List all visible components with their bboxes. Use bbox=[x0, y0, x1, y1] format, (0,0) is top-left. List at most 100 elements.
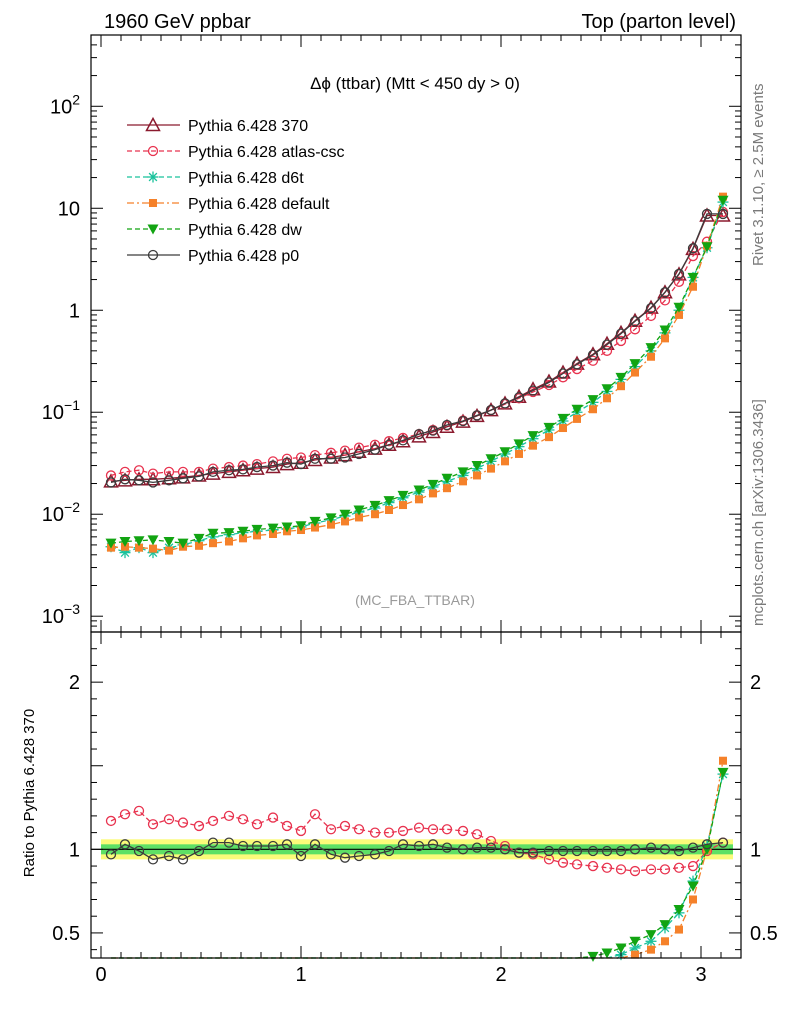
main-point bbox=[325, 447, 337, 458]
main-point bbox=[441, 473, 453, 484]
ratio-point bbox=[587, 951, 599, 962]
main-point bbox=[473, 471, 481, 480]
main-point bbox=[223, 528, 235, 539]
ratio-y-tick-label-right: 2 bbox=[750, 672, 761, 694]
main-y-tick-label: 1 bbox=[69, 300, 80, 322]
main-point bbox=[673, 276, 685, 287]
main-point bbox=[341, 517, 349, 526]
ratio-point bbox=[295, 850, 307, 862]
main-point bbox=[543, 422, 555, 433]
main-point bbox=[163, 475, 175, 486]
ratio-point bbox=[673, 905, 685, 916]
main-point bbox=[269, 529, 277, 538]
main-point bbox=[383, 439, 395, 450]
ratio-y-tick-label: 0.5 bbox=[52, 923, 80, 945]
main-point bbox=[587, 349, 599, 361]
main-y-tick-label: 10−1 bbox=[42, 397, 80, 424]
main-point bbox=[177, 538, 189, 549]
main-point bbox=[295, 452, 307, 463]
ratio-point bbox=[499, 840, 511, 852]
main-point bbox=[237, 526, 249, 537]
main-point bbox=[133, 475, 145, 486]
legend-label: Pythia 6.428 atlas-csc bbox=[188, 144, 345, 161]
main-point bbox=[133, 465, 145, 476]
main-point bbox=[353, 505, 365, 516]
main-point bbox=[325, 453, 337, 464]
ratio-point bbox=[571, 845, 583, 857]
ratio-point bbox=[673, 862, 685, 873]
main-point bbox=[353, 448, 365, 460]
ratio-point bbox=[673, 845, 685, 857]
ratio-point bbox=[369, 827, 381, 838]
ratio-point bbox=[223, 837, 235, 848]
ratio-point bbox=[457, 825, 469, 837]
ratio-point bbox=[587, 860, 599, 872]
ratio-point bbox=[687, 860, 699, 872]
main-series-4 bbox=[105, 195, 729, 549]
main-point bbox=[601, 339, 613, 350]
main-point bbox=[499, 398, 511, 409]
ratio-point bbox=[193, 845, 205, 857]
legend-label: Pythia 6.428 370 bbox=[188, 118, 308, 135]
main-point bbox=[513, 439, 525, 450]
ratio-point bbox=[615, 943, 627, 954]
ratio-point bbox=[441, 824, 453, 835]
main-point bbox=[513, 392, 525, 403]
main-point bbox=[413, 428, 425, 440]
ratio-point bbox=[557, 857, 569, 868]
main-point bbox=[673, 268, 685, 280]
main-point bbox=[441, 419, 453, 431]
main-point bbox=[515, 449, 523, 458]
ratio-y-tick-label-right: 1 bbox=[750, 839, 761, 861]
ratio-point bbox=[557, 845, 569, 857]
ratio-point bbox=[237, 840, 249, 852]
ratio-point bbox=[513, 847, 525, 858]
main-point bbox=[295, 521, 307, 532]
main-point bbox=[689, 282, 697, 291]
main-point bbox=[471, 410, 483, 421]
main-y-tick-label: 10−2 bbox=[42, 499, 80, 526]
ratio-frame bbox=[90, 631, 742, 959]
main-point bbox=[601, 345, 613, 356]
main-point bbox=[487, 464, 495, 473]
ratio-point bbox=[629, 936, 641, 947]
ratio-point bbox=[717, 767, 729, 778]
main-point bbox=[701, 242, 713, 253]
main-y-tick-label: 10−3 bbox=[42, 601, 80, 628]
main-point bbox=[717, 195, 729, 206]
ratio-point bbox=[629, 942, 641, 954]
x-tick-label: 0 bbox=[95, 964, 106, 986]
main-point bbox=[237, 460, 249, 471]
ratio-point bbox=[147, 854, 159, 865]
ratio-point bbox=[309, 809, 321, 820]
main-point bbox=[355, 513, 363, 522]
main-point bbox=[165, 546, 173, 555]
main-point bbox=[105, 477, 117, 488]
main-point bbox=[399, 501, 407, 510]
main-point bbox=[119, 474, 131, 485]
legend-label: Pythia 6.428 dw bbox=[188, 222, 302, 239]
main-point bbox=[221, 463, 237, 479]
main-point bbox=[147, 535, 159, 546]
ratio-point bbox=[457, 844, 469, 855]
main-point bbox=[645, 343, 657, 354]
main-point bbox=[309, 516, 321, 527]
main-point bbox=[601, 384, 613, 395]
ratio-series-line bbox=[111, 772, 724, 959]
ratio-point bbox=[601, 862, 613, 873]
main-point bbox=[543, 377, 555, 388]
ratio-point bbox=[325, 824, 337, 835]
ratio-point bbox=[267, 840, 279, 852]
main-point bbox=[133, 536, 145, 547]
ratio-point bbox=[119, 839, 131, 850]
ratio-y-tick-label-right: 0.5 bbox=[750, 923, 778, 945]
legend-label: Pythia 6.428 p0 bbox=[188, 248, 299, 265]
legend-marker bbox=[147, 224, 159, 235]
ratio-point bbox=[471, 842, 483, 853]
main-point bbox=[587, 395, 599, 406]
ratio-point bbox=[717, 837, 729, 848]
ratio-point bbox=[237, 814, 249, 825]
main-point bbox=[207, 528, 219, 539]
main-point bbox=[193, 533, 205, 544]
main-point bbox=[309, 453, 321, 464]
